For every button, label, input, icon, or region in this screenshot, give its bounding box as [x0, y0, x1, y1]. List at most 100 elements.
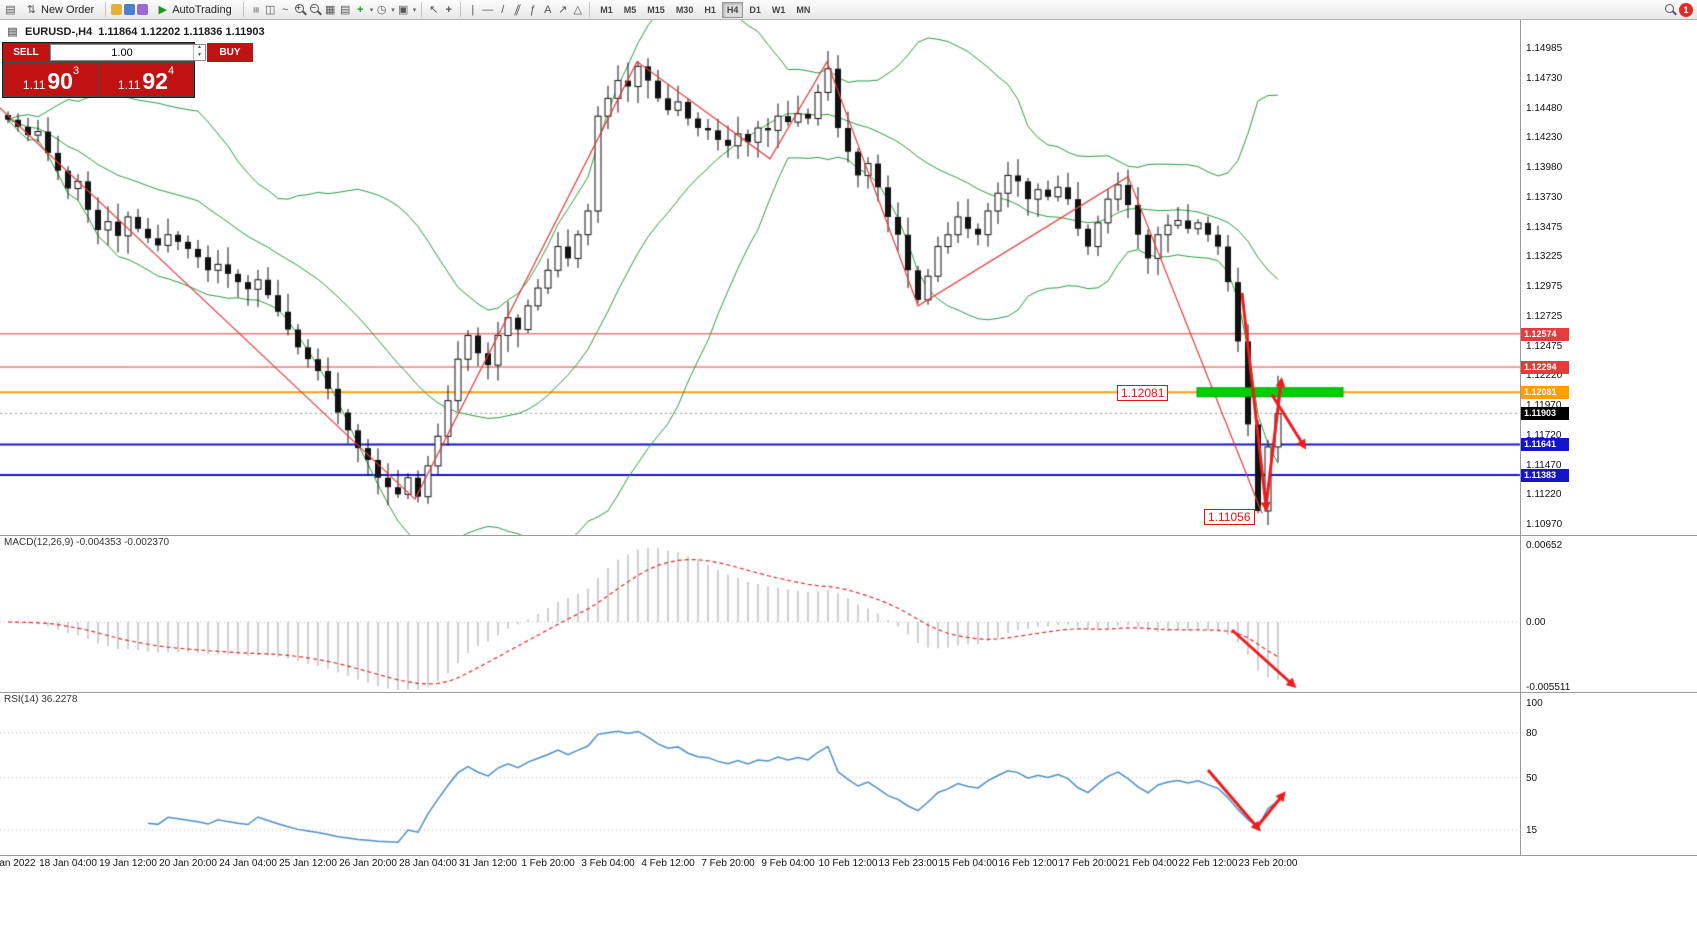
volume-input[interactable] [51, 45, 193, 60]
toolbar-separator [242, 2, 244, 17]
bar-chart-icon[interactable]: ≡ [249, 6, 262, 13]
date-axis-label: 16 Feb 12:00 [998, 858, 1058, 869]
date-axis-label: 24 Jan 04:00 [219, 858, 277, 869]
price-axis-label: 1.14730 [1526, 72, 1563, 84]
search-icon[interactable] [1664, 3, 1677, 16]
sell-price-pips: 90 [47, 68, 73, 94]
date-axis-label: 23 Feb 20:00 [1238, 858, 1298, 869]
date-axis-label: 1 Feb 20:00 [521, 858, 575, 869]
toolbar-separator [105, 2, 107, 17]
date-axis-label: 22 Feb 12:00 [1178, 858, 1238, 869]
autotrading-label: AutoTrading [172, 3, 232, 16]
buy-price-button[interactable]: 1.11 92 4 [99, 63, 193, 96]
price-axis-label: 1.11220 [1526, 489, 1562, 501]
new-order-button[interactable]: ⇅ New Order [19, 1, 100, 19]
cursor-icon[interactable]: ↖ [429, 3, 439, 16]
timeframe-button-w1[interactable]: W1 [767, 2, 791, 18]
volume-up-icon[interactable]: ▲ [197, 44, 202, 50]
templates-caret-icon[interactable]: ▾ [412, 6, 417, 14]
indicator-axis-label: 15 [1526, 824, 1538, 836]
market-watch-icon[interactable] [111, 4, 123, 15]
zoom-in-icon[interactable]: + [294, 3, 307, 16]
indicator-axis-label: 80 [1526, 727, 1538, 739]
symbol-timeframe-label: EURUSD-,H4 [25, 26, 93, 38]
cascade-windows-icon[interactable]: ▤ [340, 3, 351, 16]
toolbar-separator [421, 2, 423, 17]
timeframe-button-mn[interactable]: MN [791, 2, 815, 18]
navigator-icon[interactable] [137, 4, 149, 15]
horizontal-line-tool-icon[interactable]: — [482, 3, 494, 16]
panel-separator[interactable] [0, 535, 1697, 536]
templates-icon[interactable]: ▣ [398, 3, 409, 16]
chart-window-icon[interactable]: ▤ [5, 3, 16, 16]
chart-symbol-header: ▤ EURUSD-,H4 1.11864 1.12202 1.11836 1.1… [6, 25, 265, 39]
shapes-tool-icon[interactable]: △ [573, 3, 582, 16]
sell-button[interactable]: SELL [3, 43, 49, 62]
price-chart-canvas[interactable] [0, 20, 1697, 535]
toolbar-separator [589, 2, 591, 17]
date-axis-label: 19 Jan 12:00 [99, 858, 157, 869]
autotrading-play-icon: ▶ [158, 3, 167, 16]
text-tool-icon[interactable]: A [544, 3, 552, 16]
timeframe-bar: M1 M5 M15 M30 H1 H4 D1 W1 MN [595, 1, 815, 18]
rsi-panel-canvas[interactable] [0, 692, 1697, 855]
periods-caret-icon[interactable]: ▾ [391, 6, 395, 14]
data-window-icon[interactable] [124, 4, 136, 15]
timeframe-button-h1[interactable]: H1 [699, 2, 721, 18]
sell-price-button[interactable]: 1.11 90 3 [4, 63, 98, 96]
fibonacci-tool-icon[interactable]: ƒ [529, 3, 536, 16]
timeframe-button-m15[interactable]: M15 [642, 2, 670, 18]
toolbar: ▤ ⇅ New Order ▶ AutoTrading ≡ ◫ ~ + − ▦ … [0, 0, 1697, 20]
ohlc-values: 1.11864 1.12202 1.11836 1.11903 [98, 26, 265, 38]
candlestick-chart-icon[interactable]: ◫ [265, 3, 276, 16]
price-callout: 1.12081 [1117, 385, 1169, 401]
price-axis-label: 1.13980 [1526, 162, 1563, 173]
price-tag: 1.12574 [1521, 327, 1569, 341]
date-axis-label: 28 Jan 04:00 [399, 858, 457, 869]
arrow-tool-icon[interactable]: ↗ [558, 3, 568, 16]
tile-windows-icon[interactable]: ▦ [325, 3, 336, 16]
crosshair-icon[interactable]: + [445, 3, 452, 16]
toolbar-separator [460, 2, 462, 17]
date-axis-label: 10 Feb 12:00 [818, 858, 878, 869]
volume-down-icon[interactable]: ▼ [197, 51, 202, 58]
indicator-axis-label: 100 [1526, 698, 1543, 709]
indicators-icon[interactable]: + [357, 3, 364, 16]
rsi-title: RSI(14) 36.2278 [4, 694, 78, 705]
buy-price-pips: 92 [142, 68, 168, 94]
notification-badge[interactable]: 1 [1679, 2, 1693, 17]
one-click-trading-panel: SELL ▲ ▼ BUY 1.11 90 3 1.11 92 4 [2, 42, 253, 98]
price-axis-separator [1520, 20, 1521, 856]
timeframe-button-d1[interactable]: D1 [744, 2, 766, 18]
price-axis-label: 1.14230 [1526, 132, 1563, 144]
zoom-out-icon[interactable]: − [309, 3, 322, 16]
date-axis-label: 18 Jan 04:00 [39, 858, 97, 869]
macd-panel-canvas[interactable] [0, 535, 1697, 692]
trendline-tool-icon[interactable]: / [501, 3, 505, 16]
volume-control: ▲ ▼ [50, 44, 206, 61]
vertical-line-tool-icon[interactable]: | [471, 3, 475, 16]
buy-price-int: 1.11 [117, 78, 141, 92]
channel-tool-icon[interactable]: ∥ [512, 3, 523, 16]
line-chart-icon[interactable]: ~ [282, 3, 289, 16]
timeframe-button-h4[interactable]: H4 [721, 1, 744, 18]
buy-price-frac: 4 [167, 65, 175, 77]
sell-price-frac: 3 [72, 65, 80, 77]
indicator-axis-label: 50 [1526, 772, 1538, 784]
date-axis-label: 31 Jan 12:00 [459, 858, 517, 869]
new-order-icon: ⇅ [26, 3, 37, 16]
date-axis-label: 26 Jan 20:00 [339, 858, 397, 869]
trade-panel-price-row: 1.11 90 3 1.11 92 4 [3, 62, 194, 97]
autotrading-button[interactable]: ▶ AutoTrading [150, 1, 238, 19]
date-axis-label: 25 Jan 12:00 [279, 858, 337, 869]
timeframe-button-m5[interactable]: M5 [619, 2, 642, 18]
timeframe-button-m1[interactable]: M1 [595, 2, 618, 18]
price-axis-label: 1.13225 [1526, 251, 1563, 263]
periods-icon[interactable]: ◷ [376, 3, 387, 16]
buy-button[interactable]: BUY [207, 43, 253, 62]
price-axis-label: 1.11470 [1526, 459, 1562, 471]
timeframe-button-m30[interactable]: M30 [671, 2, 699, 18]
indicators-caret-icon[interactable]: ▾ [369, 6, 374, 14]
panel-separator[interactable] [0, 692, 1697, 693]
